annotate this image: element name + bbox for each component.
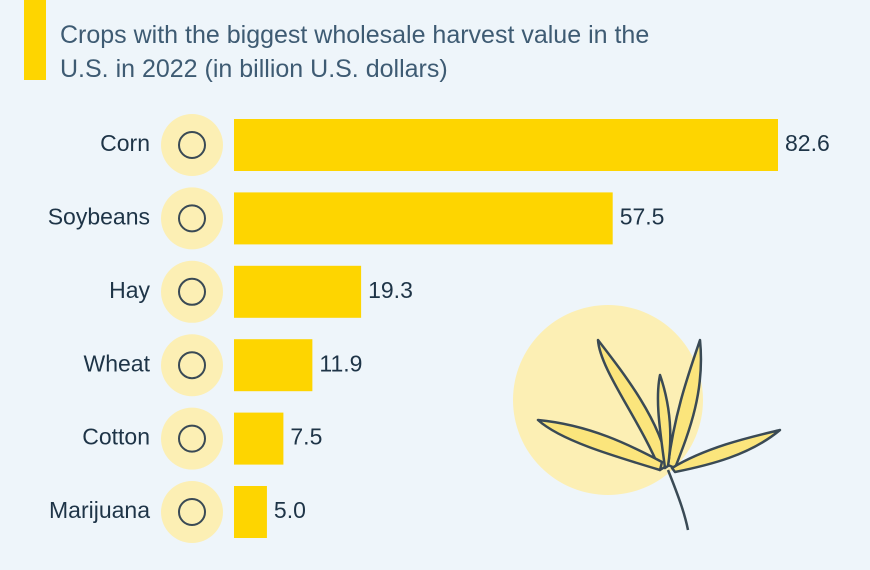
icon — [178, 277, 206, 306]
value-label: 57.5 — [620, 203, 665, 229]
icon-circle — [161, 114, 223, 176]
icon-circle — [161, 187, 223, 250]
decoration — [513, 305, 782, 531]
icon-circle — [161, 334, 223, 397]
icon — [178, 351, 206, 380]
category-label: Marijuana — [49, 497, 150, 523]
bar — [234, 265, 362, 318]
value-label: 5.0 — [274, 497, 306, 523]
bar — [234, 119, 778, 171]
bar — [234, 486, 267, 538]
value-label: 11.9 — [319, 350, 362, 376]
category-label: Corn — [100, 130, 150, 156]
icon — [178, 131, 206, 159]
subtitle: Crops with the biggest wholesale harvest… — [60, 21, 650, 83]
icons — [161, 114, 223, 543]
category-label: Hay — [109, 277, 150, 303]
category-label: Soybeans — [48, 203, 150, 229]
icon-circle — [161, 481, 223, 543]
accent-bar — [24, 0, 46, 80]
icon-circle — [161, 260, 223, 323]
bar — [234, 339, 313, 392]
icon — [178, 204, 206, 233]
icon — [178, 424, 206, 453]
bar — [234, 412, 284, 465]
icon — [178, 498, 206, 526]
value-label: 7.5 — [290, 424, 322, 450]
category-label: Wheat — [84, 350, 151, 376]
value-label: 19.3 — [368, 277, 413, 303]
bar — [234, 192, 613, 245]
value-label: 82.6 — [785, 130, 830, 156]
category-label: Cotton — [82, 424, 150, 450]
icon-circle — [161, 407, 223, 470]
